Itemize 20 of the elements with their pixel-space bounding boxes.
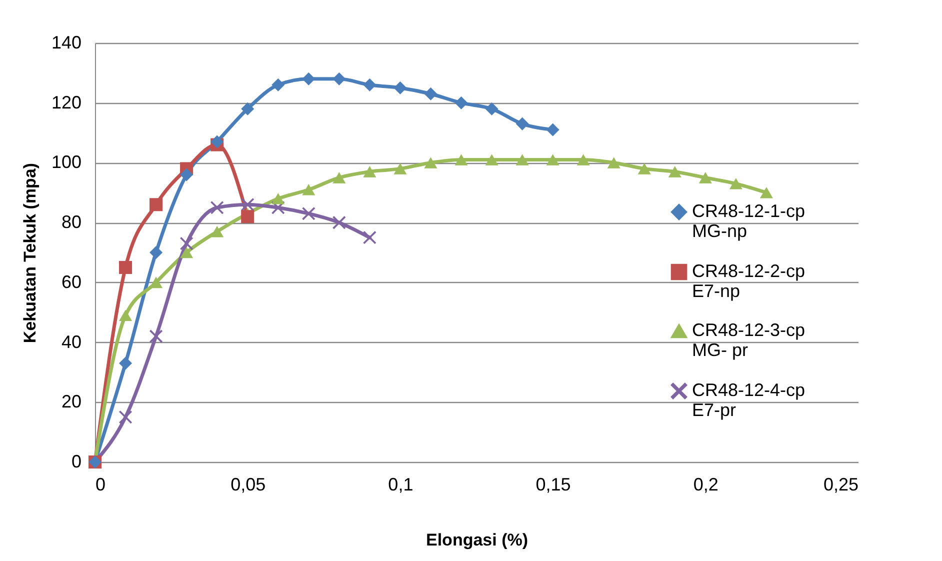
y-axis-title: Kekuatan Tekuk (mpa): [20, 162, 40, 344]
legend-label: CR48-12-4-cp E7-pr: [692, 380, 806, 420]
legend-label: CR48-12-3-cp MG- pr: [692, 320, 806, 360]
x-axis-title: Elongasi (%): [426, 530, 528, 550]
x-tick-label: 0,25: [823, 474, 858, 494]
y-tick-label: 80: [61, 212, 82, 232]
y-tick-label: 120: [51, 92, 82, 112]
x-tick-label: 0,05: [230, 474, 266, 494]
legend-label: CR48-12-2-cp E7-np: [692, 261, 806, 301]
x-tick-label: 0,1: [388, 474, 414, 494]
y-tick-label: 40: [61, 332, 82, 352]
y-tick-label: 20: [61, 392, 82, 412]
legend-label: CR48-12-1-cp MG-np: [692, 201, 806, 241]
y-tick-label: 100: [51, 152, 82, 172]
y-tick-label: 0: [71, 452, 82, 472]
x-tick-label: 0,2: [693, 474, 718, 494]
y-tick-label: 60: [61, 272, 82, 292]
x-tick-label: 0,15: [536, 474, 571, 494]
y-tick-label: 140: [51, 32, 82, 52]
x-tick-label: 0: [96, 474, 106, 494]
